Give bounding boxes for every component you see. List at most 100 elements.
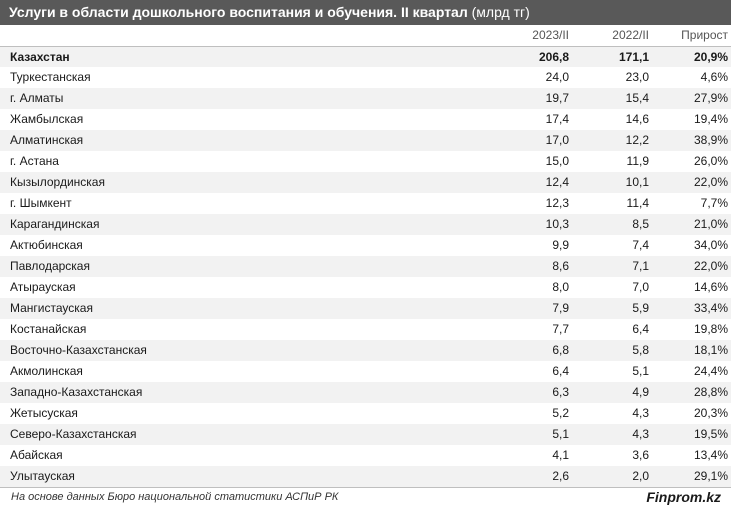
growth-value: 33,4% [693,301,728,315]
value-2023: 24,0 [545,70,569,84]
total-value-2022: 171,1 [618,50,649,64]
growth-value: 26,0% [693,154,728,168]
data-table: 2023/II 2022/II Прирост Казахстан 206,8 … [0,25,731,487]
value-2023: 8,6 [552,259,569,273]
value-2022: 11,4 [626,196,649,210]
value-2023: 9,9 [552,238,569,252]
value-2022: 11,9 [626,154,649,168]
total-name: Казахстан [10,50,70,64]
region-name: Атырауская [10,280,76,294]
value-2023: 10,3 [545,217,569,231]
growth-value: 13,4% [693,448,728,462]
value-2022: 7,0 [632,280,649,294]
table-row: Абайская 4,1 3,6 13,4% [0,445,731,466]
value-2022: 6,4 [632,322,649,336]
value-2022: 10,1 [625,175,649,189]
table-row: Павлодарская 8,6 7,1 22,0% [0,256,731,277]
table-row: Северо-Казахстанская 5,1 4,3 19,5% [0,424,731,445]
region-name: Алматинская [10,133,84,147]
growth-value: 22,0% [693,259,728,273]
value-2022: 4,3 [632,427,649,441]
region-rows: Туркестанская 24,0 23,0 4,6% г. Алматы 19,7 15… [0,67,731,487]
region-name: Жамбылская [10,112,84,126]
value-2023: 15,0 [545,154,569,168]
growth-value: 4,6% [700,70,728,84]
value-2022: 5,1 [632,364,649,378]
region-name: г. Астана [10,154,59,168]
table-row: Кызылординская 12,4 10,1 22,0% [0,172,731,193]
region-name: Жетысуская [10,406,78,420]
growth-value: 28,8% [693,385,728,399]
region-name: г. Алматы [10,91,64,105]
value-2022: 4,9 [632,385,649,399]
total-growth: 20,9% [693,50,728,64]
region-name: Актюбинская [10,238,83,252]
value-2023: 17,0 [545,133,569,147]
region-name: Восточно-Казахстанская [10,343,147,357]
growth-value: 18,1% [693,343,728,357]
growth-value: 22,0% [693,175,728,189]
growth-value: 19,4% [693,112,728,126]
table-row: г. Шымкент 12,3 11,4 7,7% [0,193,731,214]
column-header-2023: 2023/II [532,28,569,42]
table-row: Карагандинская 10,3 8,5 21,0% [0,214,731,235]
growth-value: 24,4% [693,364,728,378]
region-name: Западно-Казахстанская [10,385,143,399]
value-2023: 12,3 [545,196,569,210]
growth-value: 34,0% [693,238,728,252]
region-name: Туркестанская [10,70,91,84]
region-name: Акмолинская [10,364,83,378]
table-row: г. Алматы 19,7 15,4 27,9% [0,88,731,109]
value-2022: 14,6 [625,112,649,126]
value-2022: 3,6 [632,448,649,462]
value-2023: 19,7 [545,91,569,105]
region-name: г. Шымкент [10,196,72,210]
table-unit: (млрд тг) [471,4,530,20]
growth-value: 19,5% [693,427,728,441]
value-2023: 6,3 [552,385,569,399]
value-2023: 2,6 [552,469,569,483]
value-2023: 5,2 [552,406,569,420]
region-name: Кызылординская [10,175,105,189]
value-2022: 23,0 [625,70,649,84]
value-2022: 7,1 [632,259,649,273]
value-2022: 8,5 [632,217,649,231]
region-name: Карагандинская [10,217,100,231]
column-header-2022: 2022/II [612,28,649,42]
growth-value: 14,6% [693,280,728,294]
region-name: Павлодарская [10,259,90,273]
total-row: Казахстан 206,8 171,1 20,9% [0,46,731,67]
table-row: Мангистауская 7,9 5,9 33,4% [0,298,731,319]
table-row: Западно-Казахстанская 6,3 4,9 28,8% [0,382,731,403]
table-title-bar: Услуги в области дошкольного воспитания … [0,0,731,25]
growth-value: 27,9% [693,91,728,105]
table-row: Акмолинская 6,4 5,1 24,4% [0,361,731,382]
table-header-row: 2023/II 2022/II Прирост [0,25,731,46]
value-2022: 15,4 [625,91,649,105]
region-name: Улытауская [10,469,75,483]
region-name: Мангистауская [10,301,93,315]
table-row: Алматинская 17,0 12,2 38,9% [0,130,731,151]
growth-value: 29,1% [693,469,728,483]
value-2023: 4,1 [552,448,569,462]
growth-value: 38,9% [693,133,728,147]
value-2022: 5,8 [632,343,649,357]
value-2022: 5,9 [632,301,649,315]
value-2023: 7,9 [552,301,569,315]
region-name: Северо-Казахстанская [10,427,137,441]
footer: На основе данных Бюро национальной стати… [0,487,731,508]
value-2023: 8,0 [552,280,569,294]
table-row: Костанайская 7,7 6,4 19,8% [0,319,731,340]
growth-value: 21,0% [693,217,728,231]
table-title: Услуги в области дошкольного воспитания … [9,4,468,20]
region-name: Абайская [10,448,63,462]
value-2023: 6,4 [552,364,569,378]
value-2023: 7,7 [552,322,569,336]
table-row: Атырауская 8,0 7,0 14,6% [0,277,731,298]
region-name: Костанайская [10,322,87,336]
table-row: Восточно-Казахстанская 6,8 5,8 18,1% [0,340,731,361]
value-2023: 17,4 [545,112,569,126]
value-2022: 7,4 [632,238,649,252]
table-row: Актюбинская 9,9 7,4 34,0% [0,235,731,256]
growth-value: 20,3% [693,406,728,420]
